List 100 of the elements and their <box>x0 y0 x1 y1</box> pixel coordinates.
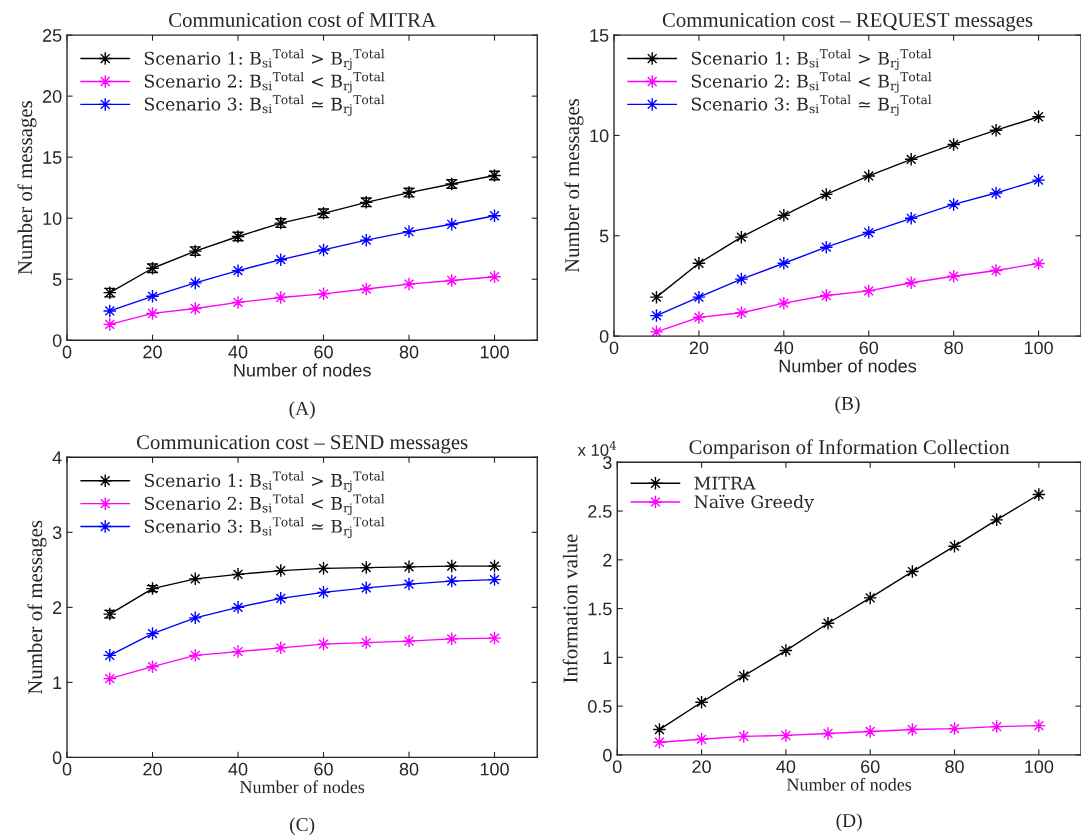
y-tick-label: 0 <box>599 330 609 343</box>
x-tick-label: 0 <box>62 345 72 359</box>
y-tick-label: 15 <box>590 29 609 42</box>
x-tick-label: 80 <box>944 341 963 355</box>
point <box>947 539 962 554</box>
point <box>989 186 1004 200</box>
y-tick-label: 2 <box>53 601 62 614</box>
legend-label: Scenario 3: B$_{si}$$^{Total}$ ≃ B$_{rj}$$^{Total}$ <box>691 94 932 116</box>
y-tick-label: 1 <box>53 676 62 689</box>
point <box>904 211 919 226</box>
chart-title: Communication cost – REQUEST messages <box>662 12 1033 32</box>
chart-title: Comparison of Information Collection <box>689 439 1010 459</box>
x-tick-label: 40 <box>776 760 796 774</box>
x-axis-title: Number of nodes <box>234 363 371 377</box>
chart-title: Communication cost – SEND messages <box>136 435 468 454</box>
point <box>402 277 416 292</box>
point <box>231 295 245 310</box>
point <box>734 230 749 245</box>
point <box>188 275 203 290</box>
x-axis-title: Number of nodes <box>779 359 917 373</box>
x-tick-label: 80 <box>945 760 964 774</box>
x-tick-label: 0 <box>62 762 72 776</box>
point <box>649 290 664 305</box>
y-axis-title: Number of messages <box>564 98 584 273</box>
legend-label: Scenario 3: B$_{si}$$^{Total}$ ≃ B$_{rj}$$^{Total}$ <box>144 517 385 538</box>
point <box>861 283 876 298</box>
point <box>736 668 751 683</box>
x-tick-label: 60 <box>314 762 333 776</box>
x-tick-label: 0 <box>612 760 622 774</box>
point <box>231 644 245 659</box>
point <box>776 208 791 223</box>
x-tick-label: 20 <box>143 762 162 776</box>
point <box>1031 487 1046 502</box>
y-tick-label: 3 <box>603 456 612 470</box>
point <box>188 571 203 586</box>
point <box>691 310 706 325</box>
y-axis-title: Number of messages <box>17 101 37 275</box>
point <box>102 304 117 318</box>
x-tick-label: 40 <box>228 345 248 359</box>
legend-label: Scenario 1: B$_{si}$$^{Total}$ > B$_{rj}$$^{Total}$ <box>144 49 385 70</box>
point <box>444 559 459 574</box>
point <box>402 634 416 649</box>
point <box>359 282 374 296</box>
y-axis-title: Number of messages <box>27 520 47 695</box>
point <box>904 275 919 290</box>
point <box>819 240 834 255</box>
x-tick-label: 20 <box>689 341 709 355</box>
x-tick-label: 100 <box>480 345 509 359</box>
point <box>402 577 416 592</box>
x-tick-label: 60 <box>861 760 880 774</box>
legend-label: Scenario 2: B$_{si}$$^{Total}$ < B$_{rj}$$^{Total}$ <box>144 494 385 516</box>
x-tick-label: 80 <box>399 345 419 359</box>
y-tick-label: 0.5 <box>588 700 612 713</box>
legend-label: Scenario 3: B$_{si}$$^{Total}$ ≃ B$_{rj}$$^{Total}$ <box>144 94 385 116</box>
point <box>821 726 835 741</box>
legend-label: MITRA <box>694 476 756 490</box>
text: (A) <box>289 401 315 419</box>
point <box>1031 173 1046 188</box>
x-tick-label: 40 <box>228 762 248 776</box>
y-tick-label: 10 <box>590 129 609 143</box>
x-tick-label: 100 <box>1024 341 1053 355</box>
y-tick-label: 0 <box>603 748 612 762</box>
point <box>402 224 416 239</box>
point <box>904 152 919 167</box>
y-tick-label: 5 <box>52 273 62 286</box>
text: (C) <box>290 817 315 836</box>
y-tick-label: 15 <box>43 151 62 164</box>
y-tick-label: 2 <box>603 553 612 567</box>
x-tick-label: 40 <box>774 341 794 355</box>
point <box>316 242 331 257</box>
point <box>231 263 245 278</box>
y-tick-label: 25 <box>42 29 62 42</box>
y-tick-label: 4 <box>52 451 62 464</box>
x-tick-label: 60 <box>859 341 879 355</box>
point <box>359 580 374 595</box>
point <box>734 272 749 287</box>
point <box>691 290 706 305</box>
point <box>989 263 1004 278</box>
x-tick-label: 100 <box>480 762 509 776</box>
text: (D) <box>836 813 862 832</box>
legend-label: Scenario 2: B$_{si}$$^{Total}$ < B$_{rj}$$^{Total}$ <box>691 71 932 93</box>
y-tick-label: 10 <box>43 212 62 225</box>
point <box>778 728 793 743</box>
y-tick-label: 0 <box>52 751 62 765</box>
legend-label: Scenario 2: B$_{si}$$^{Total}$ < B$_{rj}$$^{Total}$ <box>144 71 385 93</box>
point <box>861 169 876 183</box>
legend-label: Scenario 1: B$_{si}$$^{Total}$ > B$_{rj}$$^{Total}$ <box>691 49 932 70</box>
chart-title: Communication cost of MITRA <box>169 12 436 27</box>
text: (B) <box>835 396 860 414</box>
point <box>359 233 374 248</box>
point <box>487 631 502 646</box>
text: x 10$^{4}$ <box>577 441 617 456</box>
x-tick-label: 80 <box>399 762 419 776</box>
y-tick-label: 2.5 <box>588 505 612 518</box>
y-tick-label: 3 <box>52 526 62 540</box>
y-tick-label: 1.5 <box>588 602 612 616</box>
point <box>402 559 416 574</box>
point <box>649 324 664 337</box>
legend-label: Naïve Greedy <box>694 494 814 512</box>
x-tick-label: 60 <box>314 345 333 359</box>
